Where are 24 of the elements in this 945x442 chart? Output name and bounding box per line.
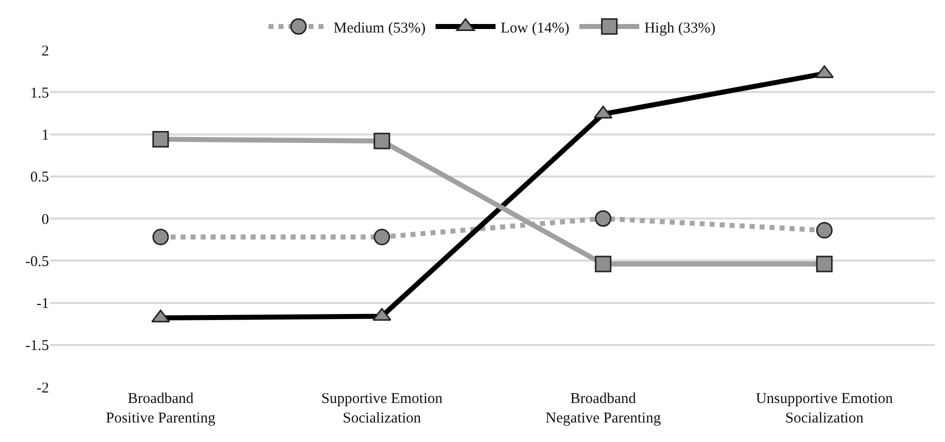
legend-label: Medium (53%): [334, 20, 426, 36]
y-tick-label: 2: [42, 43, 49, 60]
point: [816, 256, 833, 272]
legend-label: Low (14%): [500, 20, 570, 36]
point: [374, 228, 390, 246]
point: [594, 210, 612, 227]
y-tick-label: -0.5: [25, 254, 49, 270]
y-tick-label: -1: [36, 296, 49, 312]
legend-label: High (33%): [644, 20, 716, 36]
y-tick-label: 1.5: [30, 85, 49, 102]
point: [816, 222, 833, 239]
x-tick-label: Broadband Negative Parenting: [545, 391, 662, 426]
x-tick-label: Supportive Emotion Socialization: [321, 391, 443, 426]
point: [152, 228, 169, 246]
x-tick-label: Unsupportive Emotion Socialization: [756, 391, 894, 426]
y-tick-label: 1: [42, 128, 49, 144]
point: [594, 256, 612, 272]
y-tick-label: 0: [42, 212, 49, 228]
point: [374, 132, 390, 150]
y-tick-label: 0.5: [30, 170, 49, 186]
y-tick-label: -1.5: [25, 338, 49, 354]
y-tick-label: -2: [36, 380, 49, 396]
x-tick-label: Broadband Positive Parenting: [106, 391, 216, 426]
point: [152, 131, 169, 148]
